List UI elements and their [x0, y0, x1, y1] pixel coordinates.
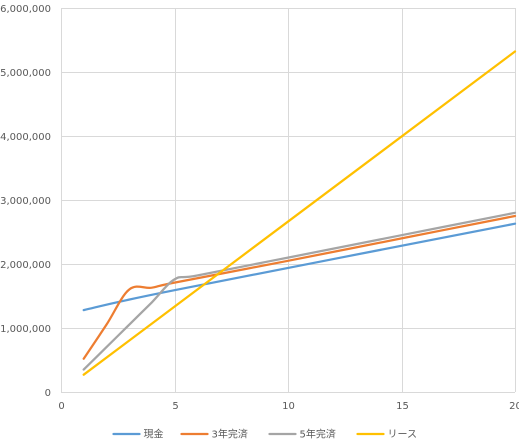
- legend-item: 現金: [112, 428, 164, 441]
- y-tick-label: 1,000,000: [0, 324, 51, 335]
- y-tick-label: 2,000,000: [0, 260, 51, 271]
- x-tick-label: 10: [282, 401, 295, 412]
- gridlines: [61, 8, 516, 393]
- x-tick-label: 20: [509, 401, 519, 412]
- series-line-1: [82, 222, 517, 312]
- y-tick-label: 3,000,000: [0, 196, 51, 207]
- legend-label: リース: [388, 430, 418, 441]
- x-tick-label: 5: [172, 401, 178, 412]
- series-line-2: [82, 214, 517, 360]
- legend-item: 5年完済: [268, 428, 336, 441]
- axis-labels: 0 1,000,000 2,000,000 3,000,000 4,000,000 5,0…: [0, 4, 519, 412]
- y-tick-label: 4,000,000: [0, 132, 51, 143]
- x-tick-label: 0: [58, 401, 64, 412]
- y-tick-label: 5,000,000: [0, 68, 51, 79]
- legend-item: 3年完済: [180, 428, 248, 441]
- y-tick-label: 0: [45, 388, 51, 399]
- series-line-4: [82, 50, 517, 376]
- legend-item: リース: [356, 430, 418, 441]
- series-line-3: [82, 211, 517, 371]
- y-tick-label: 6,000,000: [0, 4, 51, 15]
- legend: 現金 3年完済 5年完済 リース: [112, 428, 418, 441]
- x-tick-label: 15: [396, 401, 409, 412]
- legend-label: 5年完済: [300, 428, 336, 441]
- series-lines: [82, 50, 517, 376]
- legend-label: 現金: [144, 428, 164, 441]
- legend-label: 3年完済: [212, 428, 248, 441]
